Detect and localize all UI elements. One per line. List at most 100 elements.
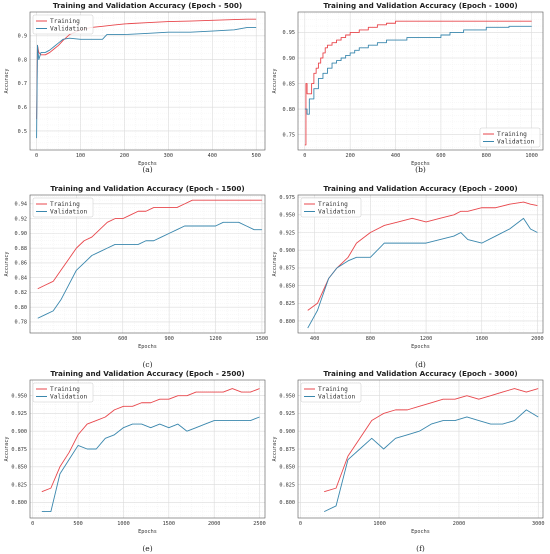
series-line-training (41, 388, 260, 493)
legend-label: Validation (497, 139, 535, 146)
x-tick-label: 1600 (476, 336, 489, 342)
y-axis-label: Accuracy (4, 437, 10, 462)
series-line-training (304, 20, 532, 146)
chart-title: Training and Validation Accuracy (Epoch … (323, 369, 517, 378)
legend-box (32, 197, 94, 218)
y-tick-label: 0.80 (283, 107, 296, 113)
legend-label: Training (497, 131, 527, 138)
x-tick-label: 1500 (256, 336, 269, 342)
chart-panel-3: 400 800 1200 1600 2000 0.800 0.825 0.850 0.875 0.… (272, 184, 544, 369)
y-tick-label: 0.90 (15, 231, 28, 237)
plot-area (298, 195, 543, 333)
legend-box (32, 14, 94, 35)
plot-frame (297, 11, 544, 151)
y-tick-label: 0.875 (279, 447, 295, 453)
x-tick-label: 1500 (163, 521, 176, 527)
plot-frame (297, 194, 544, 334)
legend-label: Validation (50, 26, 88, 33)
x-tick-label: 0 (35, 153, 38, 159)
legend-label: Training (318, 386, 348, 393)
x-axis-label: Epochs (411, 161, 430, 167)
legend-box (32, 382, 94, 403)
panel-caption: (b) (415, 165, 426, 174)
legend-box (300, 382, 362, 403)
x-axis-label: Epochs (138, 161, 157, 167)
y-tick-label: 0.90 (283, 56, 296, 62)
y-axis-label: Accuracy (272, 437, 278, 462)
panel-caption: (a) (142, 165, 152, 174)
y-tick-label: 0.900 (279, 429, 295, 435)
panel-caption: (f) (416, 544, 425, 553)
x-tick-label: 1000 (525, 153, 538, 159)
x-tick-label: 200 (345, 153, 354, 159)
x-tick-label: 400 (391, 153, 400, 159)
plot-frame (29, 11, 266, 151)
y-tick-label: 0.925 (11, 411, 27, 417)
y-tick-label: 0.850 (11, 465, 27, 471)
chart-title: Training and Validation Accuracy (Epoch … (53, 1, 242, 10)
y-tick-label: 0.800 (279, 319, 295, 325)
y-axis-label: Accuracy (4, 69, 10, 94)
y-tick-label: 0.925 (279, 411, 295, 417)
plot-frame (29, 379, 266, 519)
y-axis-label: Accuracy (272, 69, 278, 94)
y-tick-label: 0.850 (279, 465, 295, 471)
y-axis-label: Accuracy (4, 252, 10, 277)
chart-panel-0: 0 100 200 300 400 500 0.5 0.6 0.7 0.8 0.9 Training … (4, 1, 266, 174)
y-tick-label: 0.950 (279, 213, 295, 219)
panel-caption: (c) (142, 360, 152, 369)
x-tick-label: 600 (118, 336, 127, 342)
x-tick-label: 2000 (208, 521, 221, 527)
panel-caption: (e) (142, 544, 152, 553)
y-tick-label: 0.800 (279, 500, 295, 506)
chart-title: Training and Validation Accuracy (Epoch … (323, 184, 517, 193)
y-tick-label: 0.5 (18, 129, 27, 135)
chart-panel-1: 0 200 400 600 800 1000 0.75 0.80 0.85 0.90 0.95 Tra… (272, 1, 544, 174)
y-tick-label: 0.825 (279, 301, 295, 307)
x-tick-label: 2500 (253, 521, 266, 527)
x-tick-label: 1000 (117, 521, 130, 527)
plot-area (30, 195, 265, 333)
y-tick-label: 0.825 (279, 482, 295, 488)
chart-panel-5: 0 1000 2000 3000 0.800 0.825 0.850 0.875 0.900 0.… (272, 369, 544, 553)
series-line-validation (304, 25, 532, 115)
series-line-validation (307, 217, 538, 329)
series-line-validation (41, 416, 260, 513)
panel-caption: (d) (415, 360, 426, 369)
x-tick-label: 300 (164, 153, 173, 159)
plot-frame (297, 379, 544, 519)
x-tick-label: 200 (120, 153, 129, 159)
x-tick-label: 0 (303, 153, 306, 159)
x-tick-label: 600 (436, 153, 445, 159)
y-tick-label: 0.950 (279, 393, 295, 399)
chart-title: Training and Validation Accuracy (Epoch … (323, 1, 517, 10)
x-axis-label: Epochs (411, 529, 430, 535)
y-tick-label: 0.900 (11, 429, 27, 435)
chart-title: Training and Validation Accuracy (Epoch … (50, 184, 244, 193)
x-tick-label: 800 (366, 336, 375, 342)
series-line-validation (36, 27, 257, 139)
legend-label: Validation (50, 394, 88, 401)
x-tick-label: 900 (164, 336, 173, 342)
y-tick-label: 0.88 (15, 246, 28, 252)
y-tick-label: 0.86 (15, 261, 28, 267)
y-tick-label: 0.95 (283, 30, 296, 36)
x-tick-label: 400 (310, 336, 319, 342)
x-axis-label: Epochs (411, 344, 430, 350)
y-tick-label: 0.7 (18, 81, 27, 87)
x-tick-label: 1200 (420, 336, 433, 342)
y-tick-label: 0.925 (279, 230, 295, 236)
y-tick-label: 0.82 (15, 290, 28, 296)
series-line-training (307, 201, 538, 311)
x-tick-label: 100 (76, 153, 85, 159)
y-tick-label: 0.875 (11, 447, 27, 453)
y-tick-label: 0.84 (15, 275, 28, 281)
legend-label: Training (50, 18, 80, 25)
plot-frame (29, 194, 266, 334)
